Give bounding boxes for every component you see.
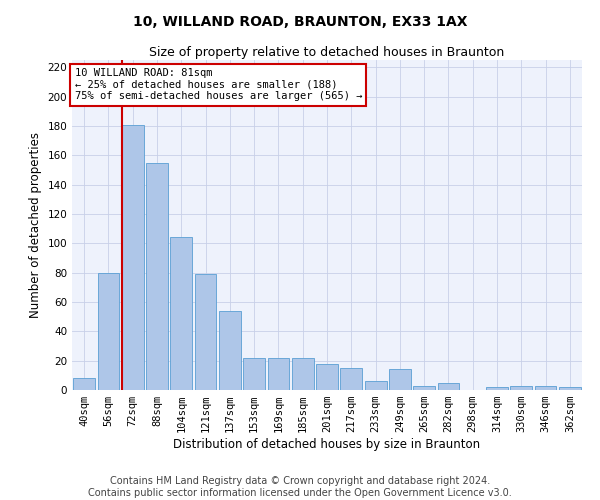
- Bar: [413, 386, 435, 390]
- Y-axis label: Number of detached properties: Number of detached properties: [29, 132, 42, 318]
- Bar: [219, 311, 241, 390]
- Bar: [389, 370, 411, 390]
- Bar: [486, 387, 508, 390]
- Bar: [340, 368, 362, 390]
- Bar: [73, 378, 95, 390]
- Bar: [170, 238, 192, 390]
- Text: 10 WILLAND ROAD: 81sqm
← 25% of detached houses are smaller (188)
75% of semi-de: 10 WILLAND ROAD: 81sqm ← 25% of detached…: [74, 68, 362, 102]
- Bar: [146, 162, 168, 390]
- Bar: [559, 387, 581, 390]
- Text: Contains HM Land Registry data © Crown copyright and database right 2024.
Contai: Contains HM Land Registry data © Crown c…: [88, 476, 512, 498]
- Bar: [97, 272, 119, 390]
- Title: Size of property relative to detached houses in Braunton: Size of property relative to detached ho…: [149, 46, 505, 59]
- X-axis label: Distribution of detached houses by size in Braunton: Distribution of detached houses by size …: [173, 438, 481, 451]
- Bar: [243, 358, 265, 390]
- Bar: [437, 382, 460, 390]
- Bar: [535, 386, 556, 390]
- Bar: [268, 358, 289, 390]
- Bar: [292, 358, 314, 390]
- Bar: [122, 124, 143, 390]
- Bar: [365, 381, 386, 390]
- Bar: [194, 274, 217, 390]
- Bar: [316, 364, 338, 390]
- Bar: [511, 386, 532, 390]
- Text: 10, WILLAND ROAD, BRAUNTON, EX33 1AX: 10, WILLAND ROAD, BRAUNTON, EX33 1AX: [133, 15, 467, 29]
